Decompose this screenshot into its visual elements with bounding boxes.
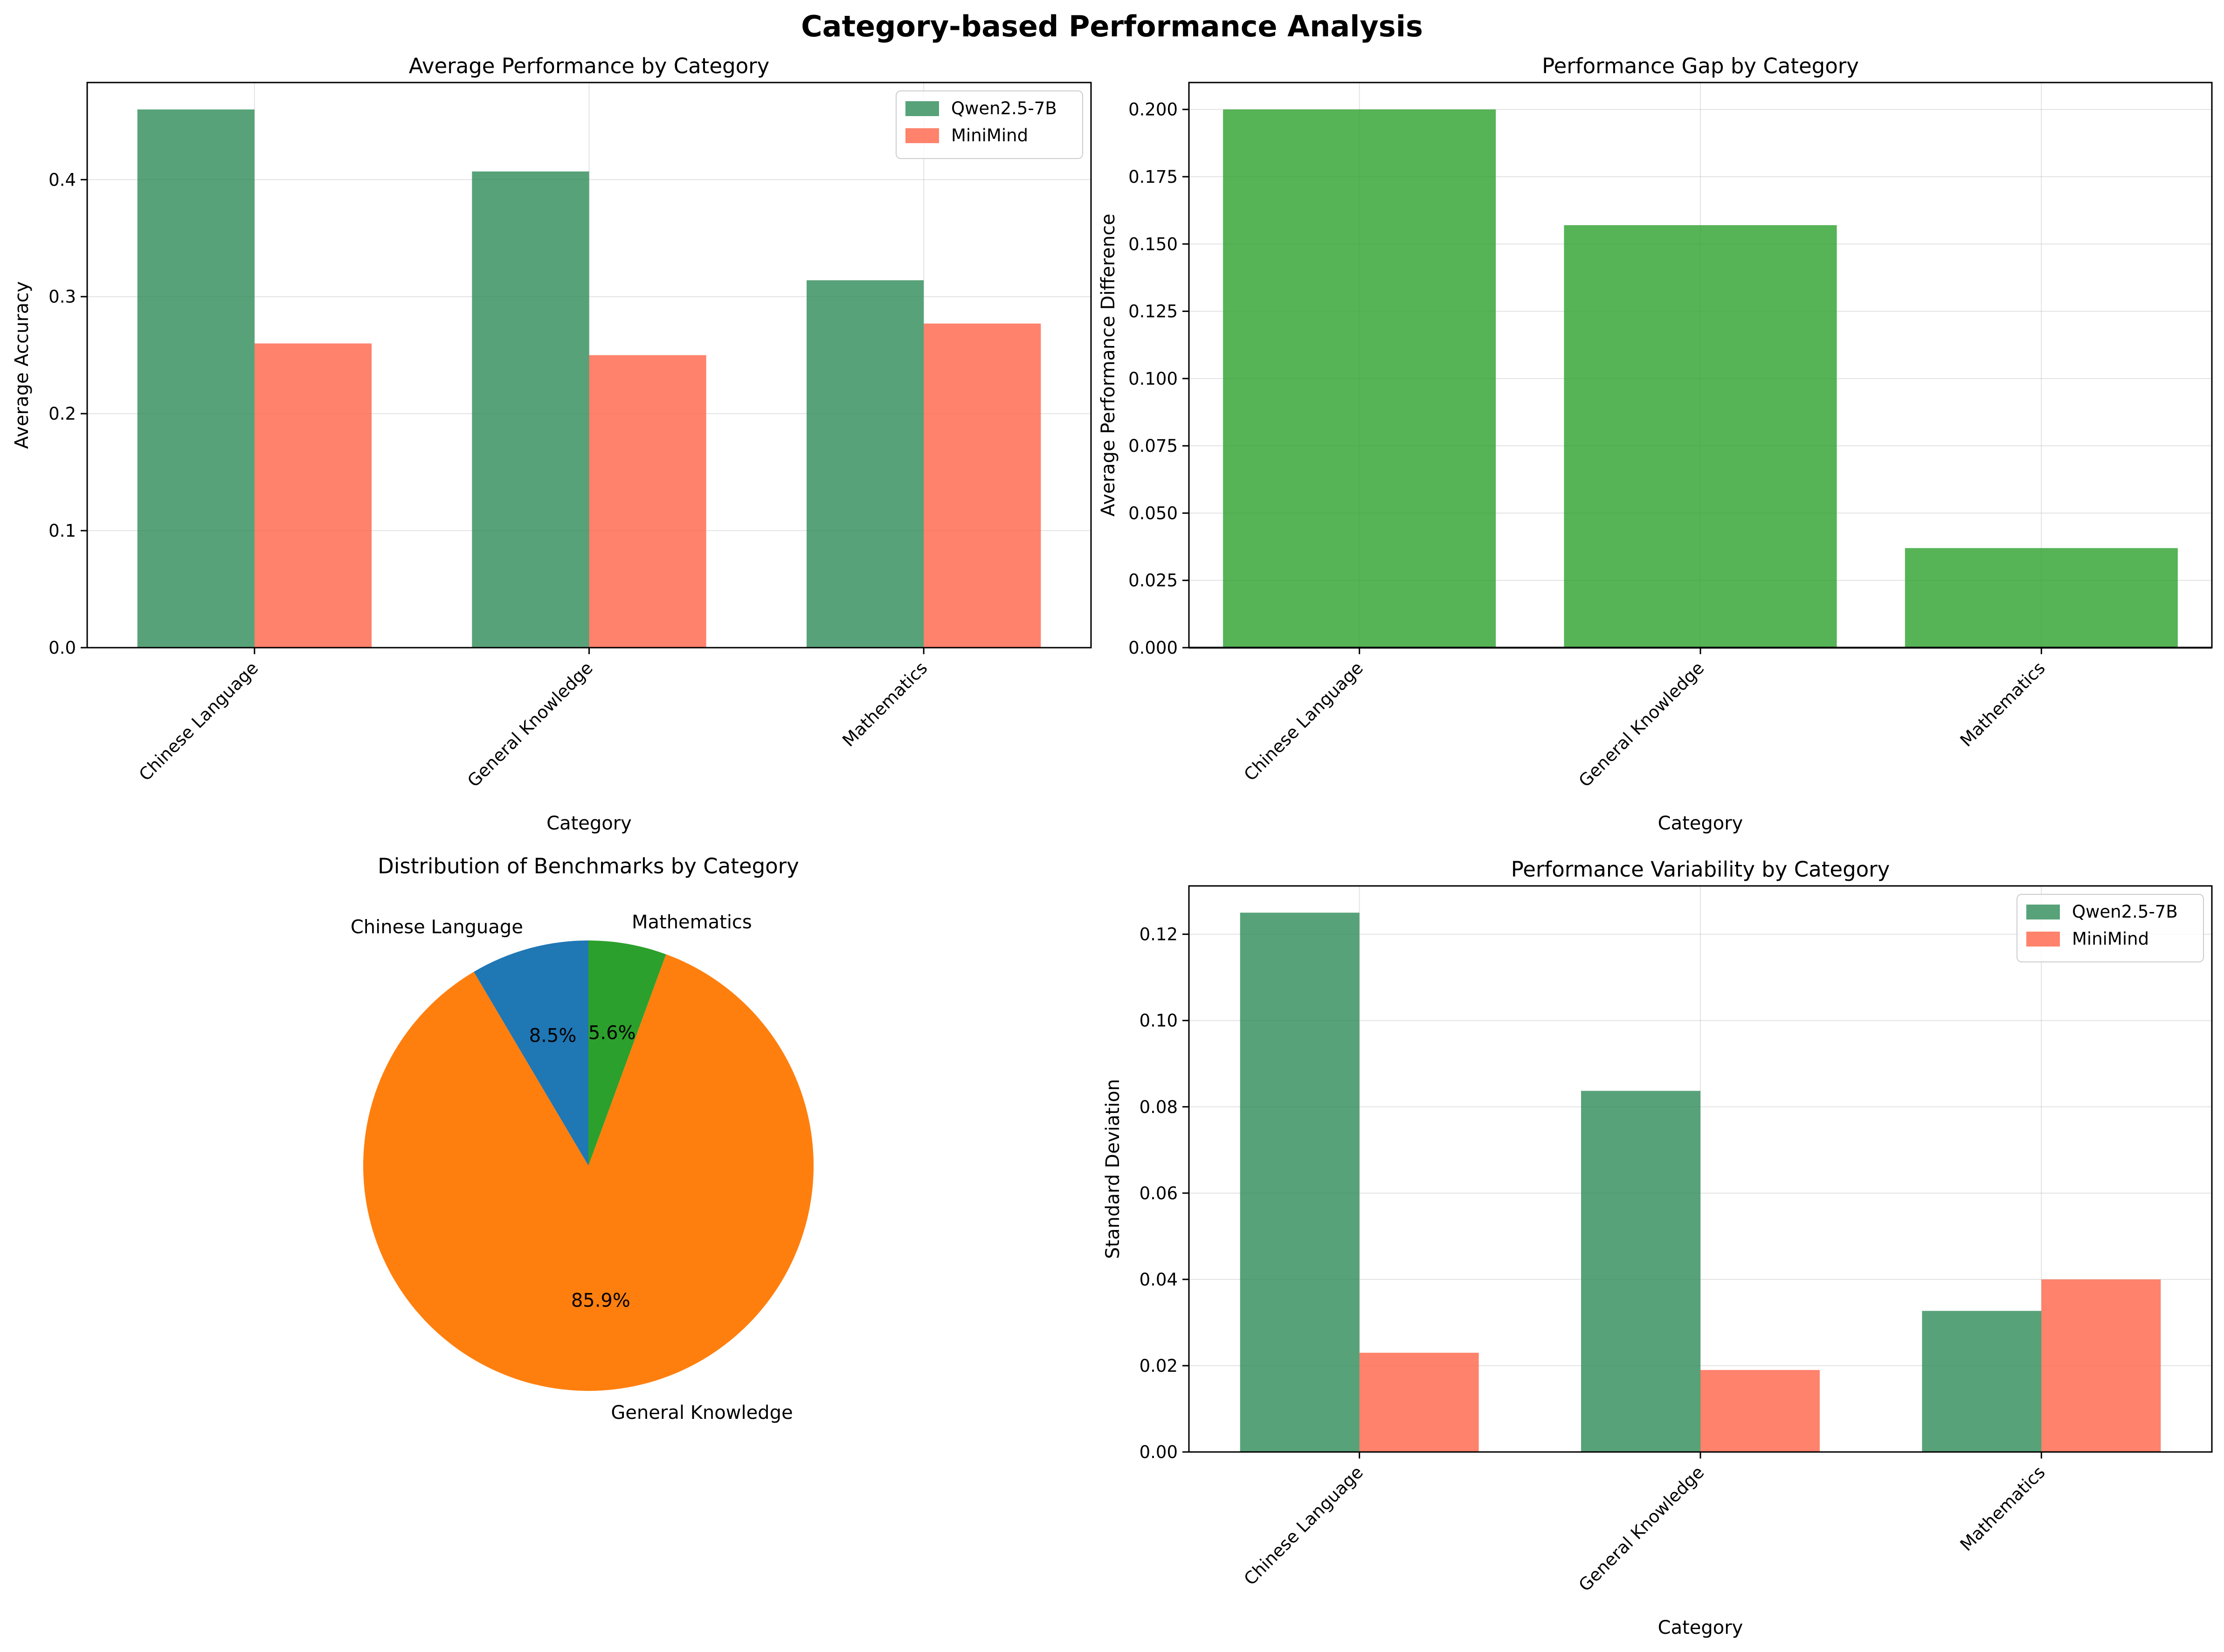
legend-swatch-minimind	[2026, 932, 2060, 947]
minimind-bar-chinese-language	[1359, 1353, 1479, 1452]
legend-box	[2017, 894, 2204, 962]
y-tick-label: 0.04	[1140, 1270, 1178, 1290]
pie-percent-mathematics: 5.6%	[588, 1023, 636, 1044]
y-tick-label: 0.12	[1140, 925, 1178, 945]
panel-title: Average Performance by Category	[409, 54, 770, 78]
panel-title: Performance Gap by Category	[1542, 54, 1859, 78]
legend-swatch-qwen2-5-7b	[2026, 905, 2060, 919]
minimind-bar-mathematics	[924, 323, 1041, 648]
bar-general-knowledge	[1564, 225, 1837, 648]
pie-slice-general-knowledge	[363, 954, 814, 1391]
minimind-bar-chinese-language	[254, 343, 372, 648]
legend-swatch-qwen2-5-7b	[905, 101, 939, 116]
y-tick-label: 0.0	[48, 638, 76, 658]
y-tick-label: 0.200	[1128, 100, 1178, 120]
legend-label-minimind: MiniMind	[951, 125, 1028, 145]
legend: Qwen2.5-7B MiniMind	[896, 90, 1083, 159]
x-axis-label: Category	[546, 813, 632, 834]
y-tick-label: 0.025	[1128, 571, 1178, 591]
panel-title: Performance Variability by Category	[1511, 857, 1890, 882]
legend: Qwen2.5-7B MiniMind	[2017, 894, 2204, 962]
qwen2-5-7b-bar-mathematics	[1922, 1311, 2042, 1452]
pie-label-general-knowledge: General Knowledge	[611, 1402, 793, 1424]
y-tick-label: 0.125	[1128, 302, 1178, 322]
y-tick-label: 0.2	[48, 404, 76, 424]
y-tick-label: 0.175	[1128, 167, 1178, 187]
y-tick-label: 0.10	[1140, 1011, 1178, 1031]
y-axis-label: Average Performance Difference	[1098, 214, 1119, 516]
minimind-bar-mathematics	[2041, 1279, 2161, 1452]
bars	[1223, 109, 2178, 648]
bars	[1240, 912, 2161, 1452]
bar-mathematics	[1905, 548, 2178, 648]
qwen2-5-7b-bar-general-knowledge	[472, 171, 589, 648]
pie-percent-general-knowledge: 85.9%	[571, 1290, 630, 1312]
legend-label-qwen2-5-7b: Qwen2.5-7B	[2072, 902, 2178, 922]
qwen2-5-7b-bar-chinese-language	[1240, 912, 1360, 1452]
qwen2-5-7b-bar-chinese-language	[137, 109, 255, 648]
y-tick-label: 0.000	[1128, 638, 1178, 658]
y-tick-label: 0.02	[1140, 1356, 1178, 1376]
pie-slice-mathematics	[588, 940, 666, 1166]
y-tick-label: 0.050	[1128, 503, 1178, 523]
pie-percent-chinese-language: 8.5%	[529, 1025, 577, 1046]
minimind-bar-general-knowledge	[589, 355, 706, 648]
y-tick-label: 0.3	[48, 287, 76, 307]
y-ticks: 0.00 0.02 0.04 0.06 0.08 0.10 0.12	[1140, 925, 1189, 1462]
panel-title: Distribution of Benchmarks by Category	[378, 854, 799, 878]
legend-swatch-minimind	[905, 128, 939, 143]
bars	[137, 109, 1041, 648]
qwen2-5-7b-bar-general-knowledge	[1581, 1091, 1700, 1452]
figure-title: Category-based Performance Analysis	[801, 9, 1423, 43]
y-axis-label: Average Accuracy	[11, 281, 33, 449]
pie-label-chinese-language: Chinese Language	[351, 917, 523, 938]
pie-label-mathematics: Mathematics	[632, 912, 752, 933]
y-tick-label: 0.08	[1140, 1097, 1178, 1117]
pie-slice-chinese-language	[474, 940, 588, 1166]
x-axis-label: Category	[1658, 813, 1743, 834]
y-ticks: 0.000 0.025 0.050 0.075 0.100 0.125 0.150 0.175…	[1128, 100, 1189, 658]
legend-label-qwen2-5-7b: Qwen2.5-7B	[951, 98, 1057, 118]
y-tick-label: 0.1	[48, 521, 76, 541]
y-tick-label: 0.06	[1140, 1183, 1178, 1203]
y-ticks: 0.0 0.1 0.2 0.3 0.4	[48, 170, 87, 658]
bar-chinese-language	[1223, 109, 1496, 648]
y-tick-label: 0.150	[1128, 234, 1178, 254]
y-tick-label: 0.00	[1140, 1442, 1178, 1462]
legend-label-minimind: MiniMind	[2072, 929, 2149, 949]
legend-box	[896, 90, 1083, 159]
y-tick-label: 0.4	[48, 170, 76, 190]
x-axis-label: Category	[1658, 1617, 1743, 1638]
minimind-bar-general-knowledge	[1700, 1370, 1820, 1452]
y-tick-label: 0.100	[1128, 369, 1178, 389]
y-tick-label: 0.075	[1128, 436, 1178, 456]
benchmark-distribution-pie: 8.5% Chinese Language 85.9% General Knowled…	[351, 854, 814, 1424]
qwen2-5-7b-bar-mathematics	[806, 280, 924, 648]
y-axis-label: Standard Deviation	[1102, 1079, 1124, 1259]
